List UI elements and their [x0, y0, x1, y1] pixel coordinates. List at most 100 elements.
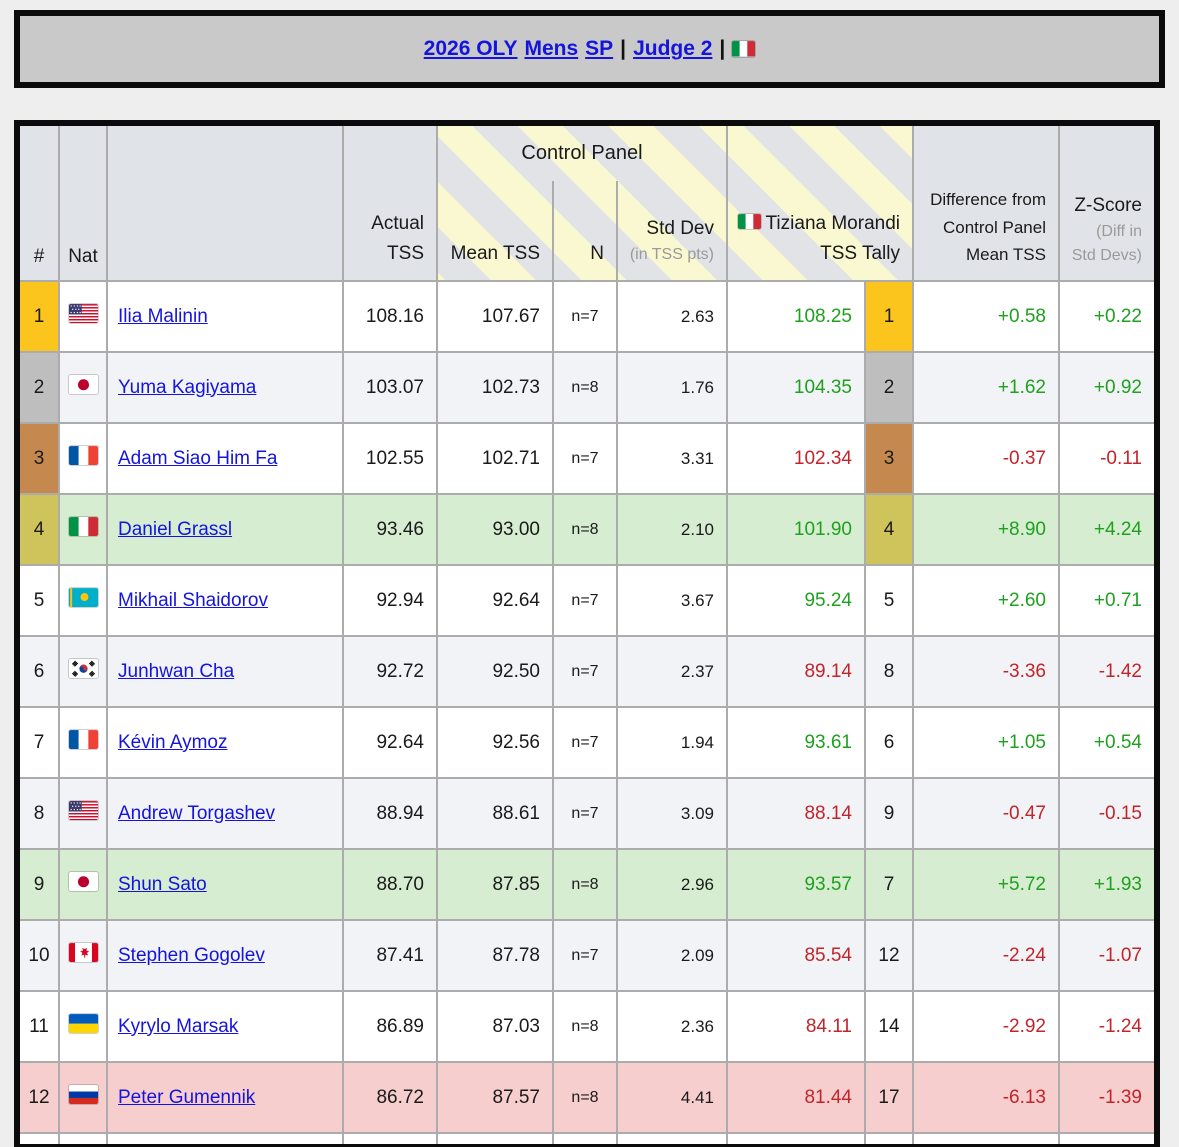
flag-kz-icon	[68, 587, 98, 608]
difference-cell: -3.36	[912, 635, 1060, 708]
judge-tally-cell: 85.54	[726, 919, 866, 992]
actual-tss-cell: 103.07	[342, 351, 438, 424]
skater-link[interactable]: Andrew Torgashev	[118, 802, 276, 824]
nat-cell	[58, 990, 108, 1063]
rank-cell: 10	[16, 919, 60, 992]
skater-link[interactable]: Daniel Grassl	[118, 518, 233, 540]
col-header-rank: #	[16, 122, 60, 282]
judge-tally-cell: 102.34	[726, 422, 866, 495]
segment-link[interactable]: SP	[585, 37, 614, 60]
separator: |	[719, 37, 726, 60]
name-cell: Adam Siao Him Fa	[106, 422, 344, 495]
judge-tally-cell: 95.24	[726, 564, 866, 637]
skater-link[interactable]: Mikhail Shaidorov	[118, 589, 268, 611]
n-cell: n=7	[552, 635, 618, 708]
mean-tss-cell: 107.67	[436, 280, 554, 353]
nat-cell	[58, 706, 108, 779]
std-dev-cell: 2.37	[616, 635, 728, 708]
zscore-cell: +0.71	[1058, 564, 1158, 637]
name-cell: Peter Gumennik	[106, 1061, 344, 1134]
std-dev-cell: 2.10	[616, 493, 728, 566]
table-row: 5 Mikhail Shaidorov 92.94 92.64 n=7 3.67 95.24…	[16, 564, 1158, 637]
difference-cell: +1.05	[912, 706, 1060, 779]
actual-tss-cell: 102.55	[342, 422, 438, 495]
skater-link[interactable]: Peter Gumennik	[118, 1086, 256, 1108]
table-body: 1 Ilia Malinin 108.16 107.67 n=7 2.63 108.25 1 +…	[16, 280, 1158, 1147]
col-header-n: N	[552, 181, 618, 282]
event-link[interactable]: 2026 OLY	[423, 37, 518, 60]
col-header-nat: Nat	[58, 122, 108, 282]
judge-link[interactable]: Judge 2	[633, 37, 713, 60]
skater-link[interactable]: Shun Sato	[118, 873, 207, 895]
zscore-cell: +1.93	[1058, 848, 1158, 921]
n-cell: n=7	[552, 706, 618, 779]
n-cell: n=8	[552, 990, 618, 1063]
actual-tss-cell: 93.46	[342, 493, 438, 566]
discipline-link[interactable]: Mens	[524, 37, 579, 60]
mean-tss-cell: 87.57	[436, 1061, 554, 1134]
table-row-partial	[16, 1132, 1158, 1147]
std-dev-cell: 1.94	[616, 706, 728, 779]
judge-rank-cell: 14	[864, 990, 914, 1063]
actual-tss-cell: 88.94	[342, 777, 438, 850]
judge-tally-cell: 89.14	[726, 635, 866, 708]
actual-tss-cell: 86.72	[342, 1061, 438, 1134]
n-cell: n=7	[552, 919, 618, 992]
skater-link[interactable]: Stephen Gogolev	[118, 944, 265, 966]
judge-tally-cell: 93.61	[726, 706, 866, 779]
rank-cell: 9	[16, 848, 60, 921]
name-cell: Stephen Gogolev	[106, 919, 344, 992]
rank-cell: 5	[16, 564, 60, 637]
nat-cell	[58, 351, 108, 424]
flag-it-icon	[68, 516, 98, 537]
mean-tss-cell: 87.03	[436, 990, 554, 1063]
zscore-cell: -1.07	[1058, 919, 1158, 992]
zscore-cell: +0.22	[1058, 280, 1158, 353]
col-group-control-panel: Control Panel	[436, 122, 728, 181]
skater-link[interactable]: Kévin Aymoz	[118, 731, 228, 753]
judge-rank-cell: 9	[864, 777, 914, 850]
difference-cell: -6.13	[912, 1061, 1060, 1134]
skater-link[interactable]: Junhwan Cha	[118, 660, 235, 682]
table-row: 3 Adam Siao Him Fa 102.55 102.71 n=7 3.31 102.…	[16, 422, 1158, 495]
difference-cell: -2.92	[912, 990, 1060, 1063]
name-cell: Kévin Aymoz	[106, 706, 344, 779]
skater-link[interactable]: Kyrylo Marsak	[118, 1015, 239, 1037]
nat-cell	[58, 919, 108, 992]
col-header-mean-tss: Mean TSS	[436, 181, 554, 282]
judge-rank-cell: 3	[864, 422, 914, 495]
name-cell: Andrew Torgashev	[106, 777, 344, 850]
n-cell: n=8	[552, 493, 618, 566]
skater-link[interactable]: Ilia Malinin	[118, 305, 208, 327]
std-dev-cell: 3.09	[616, 777, 728, 850]
actual-tss-cell: 87.41	[342, 919, 438, 992]
table-row: 11 Kyrylo Marsak 86.89 87.03 n=8 2.36 84.11 14-…	[16, 990, 1158, 1063]
difference-cell: +0.58	[912, 280, 1060, 353]
judge-rank-cell: 6	[864, 706, 914, 779]
mean-tss-cell: 102.73	[436, 351, 554, 424]
difference-cell: -0.47	[912, 777, 1060, 850]
skater-link[interactable]: Adam Siao Him Fa	[118, 447, 278, 469]
table-header: # Nat Actual TSS Control Panel Tiziana M…	[16, 122, 1158, 282]
n-cell: n=7	[552, 280, 618, 353]
zscore-cell: -0.11	[1058, 422, 1158, 495]
judge-rank-cell: 17	[864, 1061, 914, 1134]
difference-cell: +5.72	[912, 848, 1060, 921]
skater-link[interactable]: Yuma Kagiyama	[118, 376, 257, 398]
judge-tally-cell: 93.57	[726, 848, 866, 921]
rank-cell: 4	[16, 493, 60, 566]
zscore-cell: +0.54	[1058, 706, 1158, 779]
col-header-std-dev: Std Dev (in TSS pts)	[616, 181, 728, 282]
table-row: 2 Yuma Kagiyama 103.07 102.73 n=8 1.76 104.35 2…	[16, 351, 1158, 424]
separator: |	[620, 37, 627, 60]
col-header-judge-tally: Tiziana Morandi TSS Tally	[726, 122, 914, 282]
std-dev-cell: 4.41	[616, 1061, 728, 1134]
nat-cell	[58, 422, 108, 495]
zscore-cell: +4.24	[1058, 493, 1158, 566]
judge-rank-cell: 12	[864, 919, 914, 992]
zscore-cell: -0.15	[1058, 777, 1158, 850]
table-row: 1 Ilia Malinin 108.16 107.67 n=7 2.63 108.25 1 +…	[16, 280, 1158, 353]
judge-rank-cell: 4	[864, 493, 914, 566]
n-cell: n=8	[552, 1061, 618, 1134]
